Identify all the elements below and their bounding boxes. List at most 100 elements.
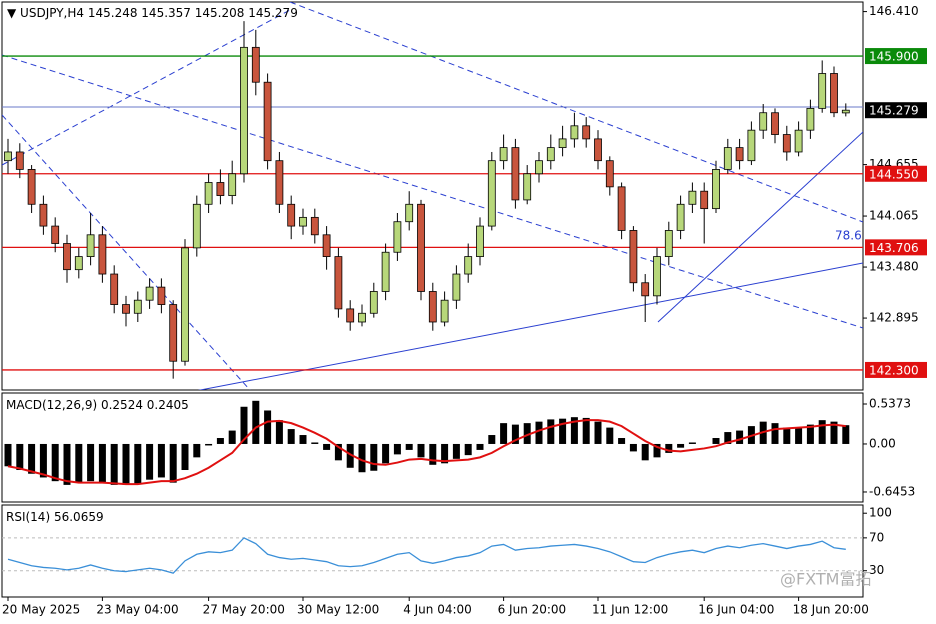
candle-body (523, 173, 532, 201)
candle-body (664, 230, 673, 257)
macd-bar (110, 443, 118, 485)
candle-body (204, 182, 213, 205)
macd-bar (452, 443, 460, 459)
candle-body (39, 203, 48, 227)
trend-line (289, 2, 863, 223)
macd-bar (795, 427, 803, 444)
candle-body (759, 112, 768, 131)
candle-body (688, 190, 697, 205)
price-label: 145.279 (869, 104, 919, 118)
candle-body (782, 134, 791, 153)
macd-bar (417, 443, 425, 458)
macd-bar (665, 443, 673, 453)
macd-bar (370, 443, 378, 471)
candle-body (98, 234, 107, 275)
candle-body (723, 147, 732, 170)
chart-header: ▼ USDJPY,H4 145.248 145.357 145.208 145.… (7, 6, 298, 20)
candle-body (4, 151, 12, 162)
macd-bar (346, 443, 354, 468)
candle-body (192, 203, 201, 249)
candle-body (86, 234, 95, 257)
candle-body (452, 273, 461, 301)
candle-body (535, 160, 543, 175)
candle-body (605, 160, 614, 188)
candle-body (310, 216, 319, 236)
level-box (865, 48, 927, 65)
macd-bar (16, 443, 24, 471)
candle-body (381, 251, 390, 292)
trend-line (657, 131, 863, 323)
candle-body (251, 46, 260, 83)
candle-body (74, 256, 83, 271)
x-tick-label: 6 Jun 20:00 (498, 603, 567, 617)
macd-bar (806, 424, 814, 444)
macd-bar (311, 442, 319, 444)
candle-body (358, 312, 366, 323)
y-tick-label: 142.895 (869, 311, 919, 325)
macd-bar (818, 420, 826, 444)
trend-lines (2, 2, 863, 390)
candle-body (51, 225, 60, 244)
macd-bar (334, 443, 342, 461)
candle-body (464, 256, 473, 275)
trend-line (2, 114, 251, 390)
macd-bar (240, 406, 248, 444)
macd-bar (783, 427, 791, 444)
candle-body (735, 147, 744, 162)
candle-body (275, 160, 284, 205)
candle-body (582, 125, 591, 140)
candle-body (287, 203, 296, 227)
y-tick-label: 70 (869, 530, 884, 544)
y-tick-label: 144.065 (869, 209, 919, 223)
rsi-panel (1, 504, 864, 598)
macd-header: MACD(12,26,9) 0.2524 0.2405 (6, 398, 189, 412)
macd-bar (323, 443, 331, 450)
candle-body (712, 169, 720, 210)
candle-body (133, 299, 142, 314)
x-tick-label: 16 Jun 04:00 (698, 603, 774, 617)
macd-bar (618, 438, 626, 444)
macd-bar (488, 435, 496, 444)
macd-bar (464, 443, 472, 456)
macd-bar (146, 443, 154, 480)
candle-body (27, 169, 36, 205)
level-box (865, 165, 927, 182)
x-tick-label: 30 May 12:00 (297, 603, 379, 617)
candle-body (771, 112, 779, 135)
macd-bar (157, 443, 165, 478)
candle-body (169, 304, 178, 362)
macd-bar (287, 429, 295, 444)
ohlc-high: 145.357 (141, 6, 191, 20)
macd-bar (535, 421, 543, 444)
candle-body (157, 286, 166, 305)
candle-body (806, 107, 815, 131)
macd-bar (87, 443, 95, 482)
price-panel (1, 1, 864, 391)
candle-body (240, 46, 248, 175)
macd-bar (39, 443, 47, 478)
y-tick-label: 0.00 (869, 436, 896, 450)
macd-bar (570, 417, 578, 444)
macd-bar (393, 443, 401, 455)
triangle: ▼ (7, 6, 20, 20)
macd-bar (547, 419, 555, 444)
macd-bar (205, 443, 213, 446)
y-tick-label: 143.480 (869, 260, 919, 274)
macd-bar (500, 423, 508, 444)
candle-body (794, 129, 803, 153)
candle-body (63, 243, 71, 271)
macd-bar (594, 421, 602, 444)
candle-body (145, 286, 154, 301)
y-tick-label: 0.5373 (869, 396, 911, 410)
candle-body (841, 109, 850, 114)
candle-body (393, 221, 402, 253)
macd-bar (193, 443, 201, 458)
candle-body (122, 304, 130, 314)
x-tick-label: 18 Jun 20:00 (793, 603, 869, 617)
macd-bar (523, 423, 531, 444)
macd-bar (299, 435, 307, 444)
macd-bar (441, 443, 449, 464)
macd-bar (264, 410, 272, 444)
